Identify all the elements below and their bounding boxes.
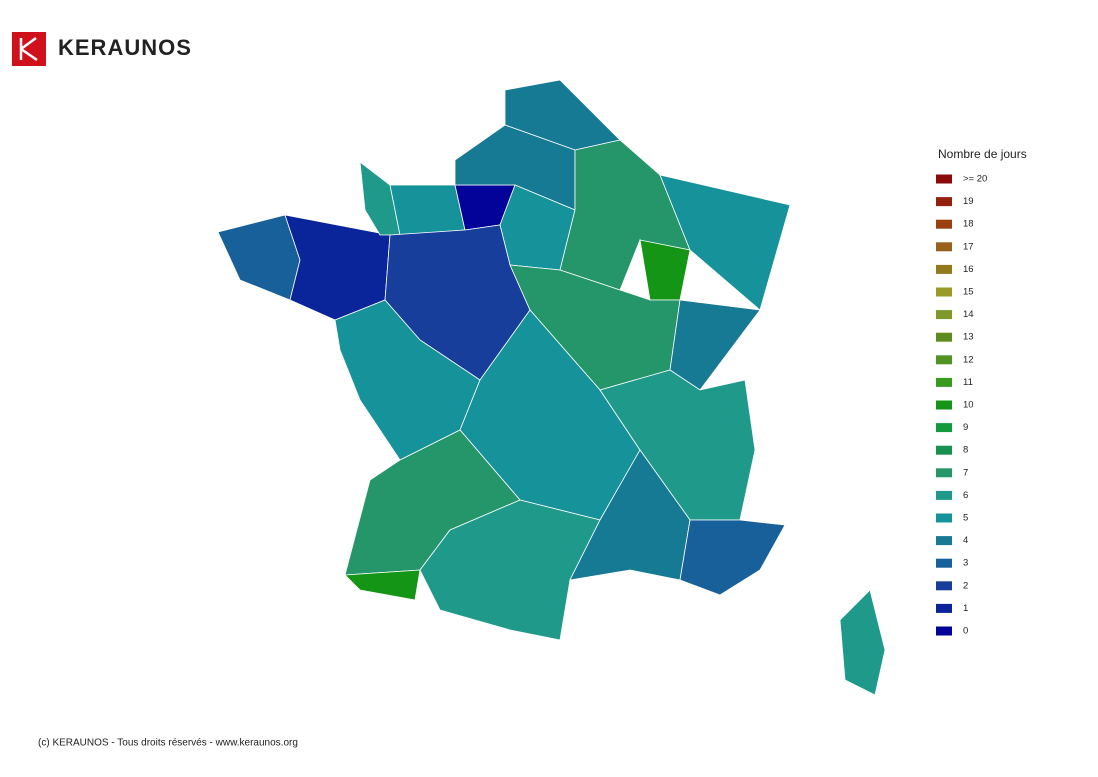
legend-swatch [936, 310, 952, 320]
map-region [839, 589, 886, 696]
legend-label: 11 [963, 377, 973, 388]
legend-label: 9 [963, 422, 968, 433]
legend-swatch [936, 490, 952, 500]
legend-swatch [936, 581, 952, 591]
legend-label: 6 [963, 490, 968, 501]
legend-label: 18 [963, 219, 974, 230]
map-region [669, 299, 761, 391]
legend-swatch [936, 355, 952, 365]
legend-label: 16 [963, 264, 974, 275]
legend-label: 10 [963, 400, 974, 411]
map-region [217, 214, 301, 301]
legend-label: 2 [963, 580, 968, 591]
legend-swatch [936, 264, 952, 274]
legend-swatch [936, 423, 952, 433]
legend-swatch [936, 219, 952, 229]
map [217, 79, 886, 696]
legend-label: 3 [963, 558, 968, 569]
legend-label: >= 20 [963, 174, 987, 185]
legend-swatch [936, 445, 952, 455]
legend-label: 15 [963, 287, 974, 298]
legend-label: 7 [963, 467, 968, 478]
legend-swatch [936, 513, 952, 523]
legend-swatch [936, 377, 952, 387]
footer: (c) KERAUNOS - Tous droits réservés - ww… [38, 738, 298, 749]
legend-label: 19 [963, 196, 974, 207]
legend-label: 12 [963, 354, 974, 365]
legend-swatch [936, 197, 952, 207]
legend-label: 4 [963, 535, 968, 546]
legend-label: 5 [963, 513, 968, 524]
legend-label: 13 [963, 332, 974, 343]
legend-title: Nombre de jours [938, 147, 1027, 161]
legend-swatch [936, 626, 952, 636]
legend-label: 1 [963, 603, 968, 614]
logo-mark [12, 32, 46, 66]
map-region [389, 184, 466, 236]
map-region [639, 239, 691, 301]
legend-swatch [936, 468, 952, 478]
legend-swatch [936, 400, 952, 410]
legend-swatch [936, 558, 952, 568]
legend-label: 17 [963, 241, 974, 252]
map-region [679, 519, 786, 596]
logo-k [19, 36, 38, 62]
brand: KERAUNOS [58, 35, 192, 60]
map-region [344, 569, 421, 601]
legend-label: 0 [963, 626, 968, 637]
legend-label: 14 [963, 309, 974, 320]
legend-swatch [936, 603, 952, 613]
legend-swatch [936, 174, 952, 184]
legend-swatch [936, 242, 952, 252]
legend-label: 8 [963, 445, 968, 456]
legend-swatch [936, 287, 952, 297]
legend-swatch [936, 332, 952, 342]
legend-swatch [936, 536, 952, 546]
